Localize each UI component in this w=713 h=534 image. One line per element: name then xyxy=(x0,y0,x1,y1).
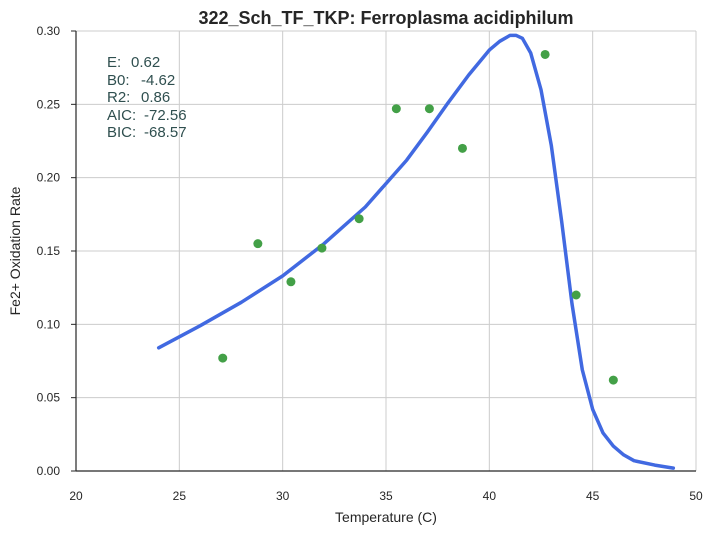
stat-b0-label: B0: xyxy=(107,72,130,89)
y-tick-label: 0.20 xyxy=(37,171,61,185)
fit-statistics: E: 0.62 B0: -4.62 R2: 0.86 AIC: -72.56 B… xyxy=(107,54,187,141)
y-tick-label: 0.00 xyxy=(37,464,61,478)
data-point xyxy=(424,104,434,114)
stat-r2-label: R2: xyxy=(107,89,130,106)
stat-aic-label: AIC: xyxy=(107,107,136,124)
data-point xyxy=(608,375,618,385)
x-tick-label: 30 xyxy=(276,489,290,503)
stat-e-label: E: xyxy=(107,54,121,71)
y-axis-label: Fe2+ Oxidation Rate xyxy=(7,186,23,315)
data-point xyxy=(286,277,296,287)
fit-curve-layer xyxy=(156,33,676,470)
data-point xyxy=(354,214,364,224)
y-tick-label: 0.05 xyxy=(37,391,61,405)
x-tick-label: 20 xyxy=(69,489,83,503)
data-point xyxy=(457,143,467,153)
data-points-layer xyxy=(218,49,618,385)
x-tick-label: 35 xyxy=(379,489,393,503)
data-point xyxy=(218,353,228,363)
y-tick-label: 0.25 xyxy=(37,97,61,111)
tick-labels: 20 25 30 35 40 45 50 0.00 0.05 0.10 0.15 0.20 0.25 0.… xyxy=(37,24,703,503)
stat-aic-value: -72.56 xyxy=(144,107,187,124)
stat-r2-value: 0.86 xyxy=(141,89,170,106)
fit-curve-line xyxy=(156,33,676,470)
data-point xyxy=(540,49,550,59)
grid xyxy=(76,30,697,471)
chart-title: 322_Sch_TF_TKP: Ferroplasma acidiphilum xyxy=(198,8,573,28)
y-tick-label: 0.30 xyxy=(37,24,61,38)
y-tick-label: 0.15 xyxy=(37,244,61,258)
x-tick-label: 40 xyxy=(483,489,497,503)
stat-b0-value: -4.62 xyxy=(141,72,175,89)
data-point xyxy=(317,243,327,253)
data-point xyxy=(253,239,263,249)
x-tick-label: 45 xyxy=(586,489,600,503)
x-axis-label: Temperature (C) xyxy=(335,509,437,525)
y-tick-label: 0.10 xyxy=(37,317,61,331)
x-tick-label: 50 xyxy=(689,489,703,503)
stat-e-value: 0.62 xyxy=(131,54,160,71)
stat-bic-value: -68.57 xyxy=(144,124,187,141)
stat-bic-label: BIC: xyxy=(107,124,136,141)
data-point xyxy=(571,290,581,300)
x-tick-label: 25 xyxy=(173,489,187,503)
data-point xyxy=(391,104,401,114)
